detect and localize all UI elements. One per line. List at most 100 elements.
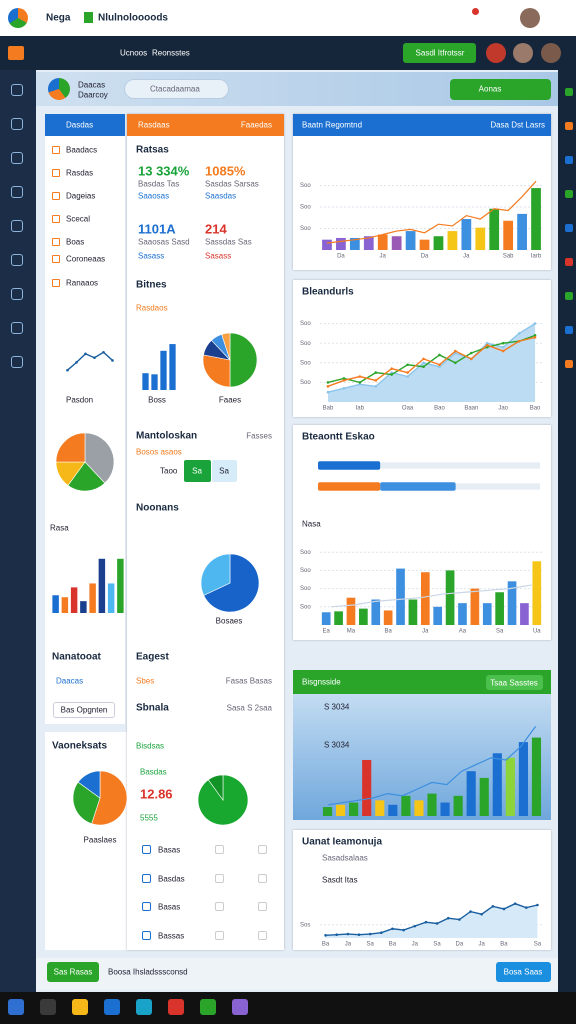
avatar[interactable] — [520, 8, 540, 28]
x-tick-label: Iab — [356, 406, 365, 412]
x-tick-label: Oaa — [402, 406, 414, 412]
bar — [142, 373, 149, 390]
strip-icon[interactable] — [565, 224, 573, 232]
point — [422, 357, 425, 361]
button-label[interactable]: Aonas — [478, 84, 502, 94]
nav-item[interactable]: Scecal — [66, 214, 91, 224]
avatar[interactable] — [486, 43, 506, 63]
chart — [72, 770, 128, 826]
nav-item[interactable]: Baadacs — [66, 145, 98, 155]
sidebar-icon[interactable] — [11, 152, 23, 164]
taskbar-icon[interactable] — [40, 999, 56, 1015]
card-title: Uanat Ieamonuja — [302, 836, 383, 848]
button-label[interactable]: Bas Opgnten — [60, 705, 108, 715]
header-button[interactable] — [450, 79, 551, 100]
avatar[interactable] — [513, 43, 533, 63]
taskbar-icon[interactable] — [200, 999, 216, 1015]
nav-item[interactable]: Boas — [66, 237, 85, 247]
sidebar-icon[interactable] — [11, 84, 23, 96]
nav-icon — [52, 146, 60, 154]
list-item[interactable]: Basas — [158, 845, 181, 855]
bar — [70, 587, 78, 613]
sidebar-icon[interactable] — [11, 356, 23, 368]
label: S 3034 — [324, 740, 350, 750]
sidebar-icon[interactable] — [11, 118, 23, 130]
list-item[interactable]: Basdas — [158, 874, 185, 884]
toggle[interactable] — [212, 460, 237, 482]
bar — [349, 237, 360, 250]
list-item[interactable]: Basas — [158, 902, 181, 912]
sidebar-icon[interactable] — [8, 46, 24, 60]
card-action[interactable]: Dasa Dst Lasrs — [490, 120, 545, 130]
y-tick-label: Soo — [300, 550, 311, 556]
sidebar-icon[interactable] — [11, 288, 23, 300]
nav-item[interactable]: Ranaaos — [66, 278, 99, 288]
nav-item[interactable]: Dageias — [66, 191, 96, 201]
x-tick-label: Ba — [322, 942, 330, 948]
status-button[interactable] — [496, 962, 551, 982]
nav-button[interactable] — [53, 702, 115, 718]
sidebar-icon[interactable] — [11, 322, 23, 334]
card-button[interactable] — [486, 675, 543, 690]
toolbar-button[interactable] — [403, 43, 476, 63]
taskbar-icon[interactable] — [168, 999, 184, 1015]
list-icon[interactable] — [258, 931, 267, 940]
avatar[interactable] — [541, 43, 561, 63]
list-icon[interactable] — [258, 902, 267, 911]
taskbar-icon[interactable] — [104, 999, 120, 1015]
bar — [160, 350, 167, 390]
button-label[interactable]: Sasdl Itfrotssr — [415, 48, 465, 58]
search-box[interactable] — [124, 79, 229, 99]
taskbar-icon[interactable] — [136, 999, 152, 1015]
strip-icon[interactable] — [565, 258, 573, 266]
strip-icon[interactable] — [565, 190, 573, 198]
caption: Bosaes — [215, 616, 243, 626]
section-title: Bitnes — [136, 279, 167, 291]
list-icon[interactable] — [258, 874, 267, 883]
bar — [383, 610, 393, 625]
bar — [503, 220, 514, 250]
strip-icon[interactable] — [565, 156, 573, 164]
card-title: Bleandurls — [302, 286, 354, 298]
bar — [336, 804, 346, 816]
panel-action[interactable]: Faaedas — [240, 120, 272, 130]
taskbar-icon[interactable] — [8, 999, 24, 1015]
strip-icon[interactable] — [565, 88, 573, 96]
list-icon[interactable] — [142, 845, 151, 854]
bar — [169, 344, 176, 390]
sidebar-icon[interactable] — [11, 186, 23, 198]
action[interactable]: Fasses — [246, 431, 272, 441]
list-icon[interactable] — [142, 902, 151, 911]
sidebar-icon[interactable] — [11, 254, 23, 266]
button-label[interactable]: Bosa Saas — [503, 967, 543, 977]
bar — [479, 777, 489, 816]
button-label[interactable]: Tsaa Sasstes — [490, 678, 538, 688]
list-icon[interactable] — [258, 845, 267, 854]
menu-item[interactable]: Ucnoos — [120, 48, 148, 58]
nav-item[interactable]: Coroneaas — [66, 254, 106, 264]
nav-item[interactable]: Rasdas — [66, 168, 94, 178]
list-icon[interactable] — [215, 931, 224, 940]
strip-icon[interactable] — [565, 122, 573, 130]
chart — [197, 774, 249, 826]
taskbar-icon[interactable] — [232, 999, 248, 1015]
menu-item[interactable]: Reonsstes — [152, 48, 190, 58]
list-icon[interactable] — [215, 874, 224, 883]
strip-icon[interactable] — [565, 326, 573, 334]
sidebar-icon[interactable] — [11, 220, 23, 232]
y-tick-label: Soo — [300, 586, 311, 592]
button-label[interactable]: Sas Rasas — [53, 967, 93, 977]
list-icon[interactable] — [215, 902, 224, 911]
strip-icon[interactable] — [565, 292, 573, 300]
strip-icon[interactable] — [565, 360, 573, 368]
chart — [52, 558, 124, 613]
toggle[interactable] — [184, 460, 211, 482]
list-icon[interactable] — [142, 874, 151, 883]
list-icon[interactable] — [215, 845, 224, 854]
status-button[interactable] — [47, 962, 99, 982]
x-tick-label: Ea — [323, 629, 331, 635]
list-icon[interactable] — [142, 931, 151, 940]
taskbar-icon[interactable] — [72, 999, 88, 1015]
link[interactable]: Daacas — [56, 676, 84, 686]
list-item[interactable]: Bassas — [158, 931, 185, 941]
